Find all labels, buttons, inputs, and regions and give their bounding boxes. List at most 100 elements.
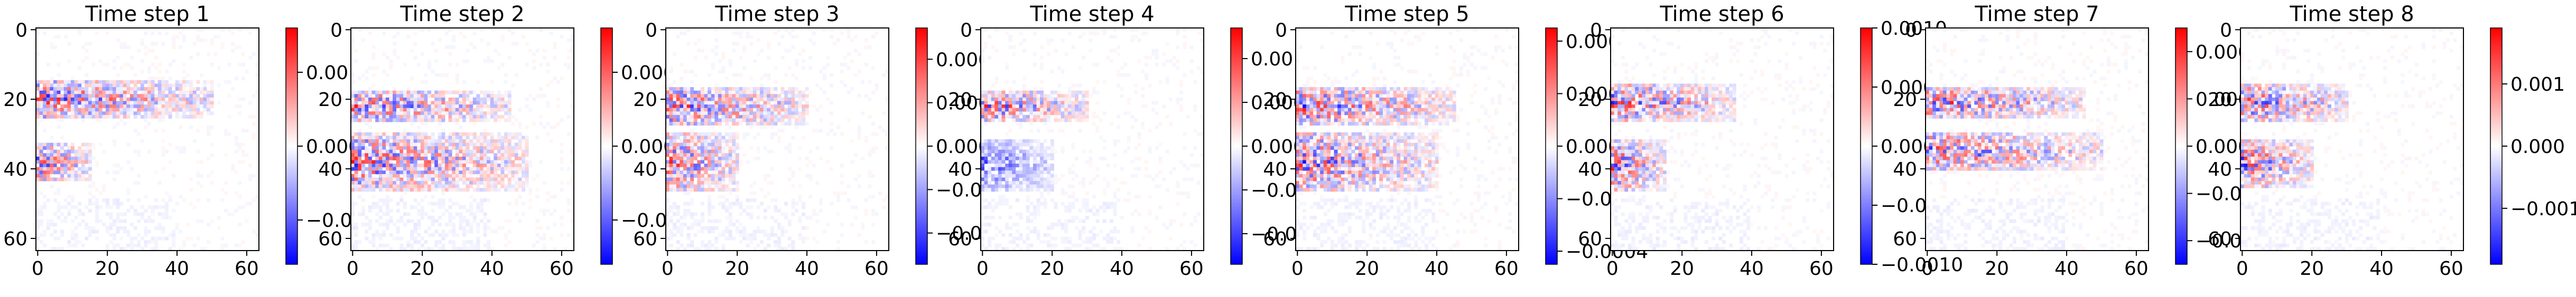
heatmap-cell	[472, 216, 477, 220]
heatmap-cell	[514, 198, 518, 203]
heatmap-cell	[777, 236, 781, 241]
heatmap-cell	[1078, 101, 1082, 105]
heatmap-cell	[494, 139, 498, 143]
heatmap-cell	[406, 146, 411, 150]
heatmap-cell	[1033, 149, 1037, 154]
heatmap-cell	[1148, 149, 1152, 154]
heatmap-cell	[756, 104, 760, 109]
heatmap-cell	[487, 240, 491, 244]
heatmap-cell	[382, 31, 386, 35]
heatmap-cell	[819, 70, 823, 74]
heatmap-cell	[462, 146, 466, 150]
heatmap-cell	[438, 164, 442, 168]
heatmap-cell	[749, 76, 754, 81]
heatmap-cell	[708, 94, 712, 98]
heatmap-cell	[528, 164, 533, 168]
heatmap-cell	[351, 153, 355, 157]
heatmap-cell	[199, 73, 203, 77]
heatmap-cell	[116, 219, 120, 223]
heatmap-cell	[182, 62, 186, 66]
heatmap-cell	[479, 111, 483, 116]
heatmap-cell	[179, 104, 183, 109]
heatmap-cell	[1029, 139, 1034, 143]
heatmap-cell	[354, 104, 358, 109]
heatmap-cell	[224, 153, 228, 157]
heatmap-cell	[151, 240, 155, 244]
heatmap-cell	[714, 90, 719, 94]
heatmap-cell	[497, 136, 501, 140]
heatmap-cell	[151, 208, 155, 213]
heatmap-cell	[220, 42, 225, 46]
heatmap-cell	[539, 28, 543, 32]
heatmap-cell	[445, 142, 449, 147]
heatmap-cell	[368, 208, 372, 213]
heatmap-cell	[406, 164, 411, 168]
heatmap-cell	[1015, 156, 1019, 160]
heatmap-cell	[714, 219, 719, 223]
heatmap-cell	[673, 146, 677, 150]
heatmap-cell	[441, 97, 445, 101]
heatmap-cell	[1019, 101, 1023, 105]
heatmap-cell	[794, 59, 798, 63]
heatmap-cell	[95, 205, 99, 209]
heatmap-cell	[140, 108, 144, 112]
heatmap-cell	[693, 111, 698, 116]
heatmap-cell	[459, 188, 463, 192]
heatmap-cell	[693, 118, 698, 122]
heatmap-cell	[819, 87, 823, 91]
heatmap-cell	[857, 233, 861, 237]
heatmap-cell	[434, 164, 439, 168]
heatmap-cell	[546, 62, 550, 66]
heatmap-cell	[514, 118, 518, 122]
heatmap-cell	[791, 198, 795, 203]
heatmap-cell	[791, 184, 795, 188]
heatmap-cell	[472, 247, 477, 251]
heatmap-cell	[991, 83, 995, 88]
heatmap-cell	[378, 142, 383, 147]
heatmap-cell	[157, 101, 162, 105]
heatmap-cell	[88, 94, 92, 98]
heatmap-cell	[157, 80, 162, 84]
heatmap-cell	[984, 156, 988, 160]
heatmap-cell	[984, 111, 988, 116]
heatmap-cell	[385, 174, 389, 178]
heatmap-cell	[1040, 66, 1044, 70]
heatmap-cell	[455, 104, 459, 109]
heatmap-cell	[123, 114, 127, 119]
heatmap-cell	[43, 167, 47, 171]
heatmap-cell	[690, 160, 694, 164]
heatmap-cell	[725, 164, 729, 168]
heatmap-cell	[991, 101, 995, 105]
heatmap-cell	[1193, 108, 1197, 112]
heatmap-cell	[666, 174, 669, 178]
heatmap-cell	[1022, 90, 1027, 94]
heatmap-cell	[74, 94, 78, 98]
heatmap-cell	[1040, 104, 1044, 109]
heatmap-cell	[777, 208, 781, 213]
heatmap-cell	[67, 108, 71, 112]
heatmap-cell	[739, 118, 743, 122]
heatmap-cell	[354, 170, 358, 175]
heatmap-cell	[686, 87, 691, 91]
heatmap-cell	[669, 97, 673, 101]
heatmap-cell	[1001, 160, 1006, 164]
heatmap-cell	[476, 108, 480, 112]
heatmap-cell	[767, 122, 771, 126]
heatmap-cell	[102, 94, 106, 98]
heatmap-cell	[787, 177, 792, 181]
heatmap-cell	[767, 108, 771, 112]
heatmap-cell	[144, 195, 148, 199]
heatmap-cell	[210, 153, 214, 157]
heatmap-cell	[185, 108, 190, 112]
heatmap-cell	[123, 247, 127, 251]
heatmap-cell	[1040, 55, 1044, 60]
heatmap-cell	[487, 247, 491, 251]
heatmap-cell	[791, 73, 795, 77]
heatmap-cell	[864, 212, 868, 216]
heatmap-cell	[1022, 156, 1027, 160]
heatmap-cell	[207, 132, 211, 136]
heatmap-cell	[168, 216, 172, 220]
heatmap-cell	[448, 229, 452, 234]
heatmap-cell	[382, 181, 386, 185]
heatmap-cell	[95, 236, 99, 241]
